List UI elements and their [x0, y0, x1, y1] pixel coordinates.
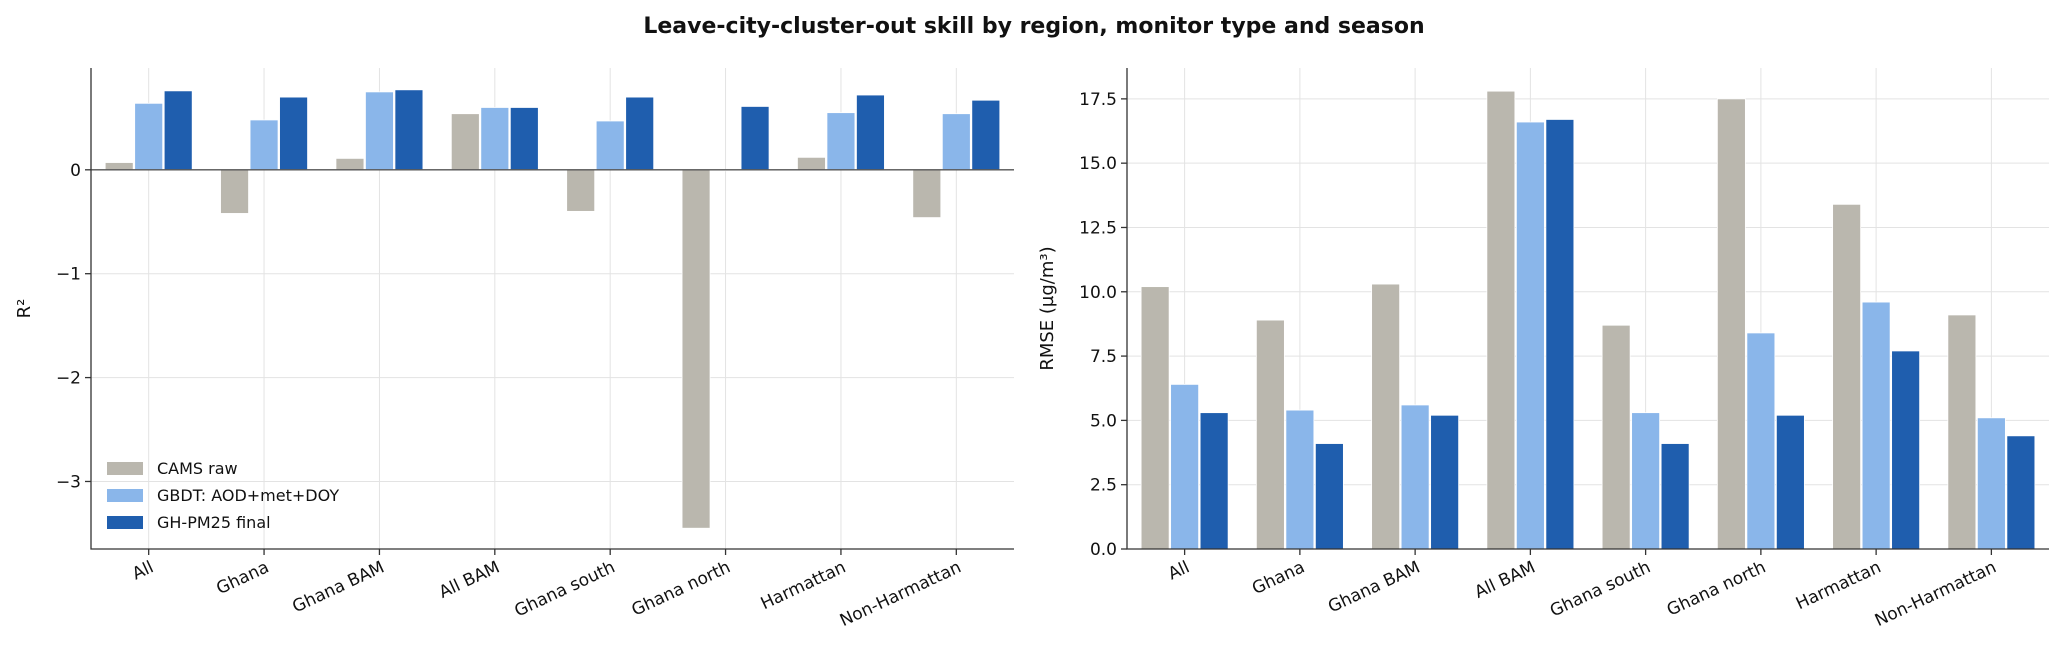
bar-cams-raw-ghana-south	[566, 169, 596, 212]
legend-swatch	[107, 489, 143, 502]
x-tick-label: All BAM	[1472, 557, 1539, 602]
x-tick-label: Ghana BAM	[289, 557, 387, 617]
x-tick-label: Harmattan	[1793, 557, 1884, 614]
bar-cams-raw-all	[104, 162, 134, 171]
y-tick-label: 0.0	[1090, 540, 1117, 560]
legend: CAMS raw GBDT: AOD+met+DOY GH-PM25 final	[107, 459, 339, 532]
bar-cams-raw-non-harmattan	[1947, 314, 1977, 550]
figure-title: Leave-city-cluster-out skill by region, …	[643, 14, 1424, 39]
y-axis-label: RMSE (µg/m³)	[1037, 246, 1058, 370]
rmse-chart-panel: 0.0 2.5 5.0 7.5 10.0 12.5 15.0 17.5 All Ghana Ghan…	[1037, 68, 2049, 631]
x-tick-label: Ghana north	[1664, 557, 1769, 620]
bar-gbdt-aod-met-doy-harmattan	[826, 112, 856, 171]
bar-gbdt-aod-met-doy-ghana-south	[595, 120, 625, 171]
bar-cams-raw-all-bam	[450, 113, 480, 171]
bar-gbdt-aod-met-doy-harmattan	[1861, 301, 1891, 550]
x-tick-label: Ghana north	[629, 557, 734, 620]
bar-cams-raw-ghana-bam	[1371, 283, 1401, 550]
bar-cams-raw-ghana-north	[1716, 98, 1746, 550]
bar-cams-raw-ghana	[220, 169, 249, 214]
y-tick-label: −1	[56, 265, 81, 285]
y-tick-label: 10.0	[1079, 283, 1117, 303]
y-tick-label: 7.5	[1090, 347, 1117, 367]
bar-gbdt-aod-met-doy-all	[1170, 383, 1200, 550]
r2-chart-panel: 0 −1 −2 −3 All Ghana Ghana BAM All BAM Ghana sou…	[14, 68, 1014, 631]
bar-gbdt-aod-met-doy-non-harmattan	[941, 113, 971, 171]
y-tick-label: 12.5	[1079, 218, 1117, 238]
x-tick-label: All BAM	[436, 557, 503, 602]
bar-cams-raw-ghana-bam	[335, 157, 365, 171]
bar-gh-pm25-final-all	[163, 90, 193, 171]
bar-gh-pm25-final-harmattan	[856, 94, 885, 171]
bar-gh-pm25-final-ghana-north	[1775, 414, 1805, 550]
bar-gh-pm25-final-ghana-south	[625, 96, 655, 171]
bar-gbdt-aod-met-doy-ghana	[1285, 409, 1315, 550]
legend-label: GH-PM25 final	[157, 513, 271, 532]
bar-gh-pm25-final-ghana	[1314, 443, 1344, 550]
x-tick-label: Ghana BAM	[1325, 557, 1423, 617]
bar-gh-pm25-final-non-harmattan	[2006, 435, 2036, 550]
x-tick-label: Ghana	[1249, 557, 1308, 599]
y-tick-label: 2.5	[1090, 476, 1117, 496]
x-tick-label: Non-Harmattan	[837, 557, 965, 631]
bar-cams-raw-ghana-south	[1601, 324, 1631, 550]
bar-cams-raw-all-bam	[1486, 90, 1516, 550]
bar-gh-pm25-final-ghana	[279, 96, 308, 171]
bar-cams-raw-ghana-north	[681, 169, 711, 529]
y-tick-label: −3	[56, 472, 81, 492]
y-tick-label: 5.0	[1090, 411, 1117, 431]
bar-gh-pm25-final-ghana-north	[740, 106, 770, 171]
bar-gh-pm25-final-non-harmattan	[971, 99, 1001, 171]
x-tick-label: All	[129, 557, 157, 584]
bar-gbdt-aod-met-doy-ghana	[249, 119, 279, 171]
y-tick-label: 17.5	[1079, 90, 1117, 110]
bar-gh-pm25-final-ghana-bam	[1430, 414, 1460, 550]
bar-gh-pm25-final-all-bam	[1545, 119, 1575, 550]
bar-cams-raw-non-harmattan	[912, 169, 942, 218]
bar-gh-pm25-final-ghana-south	[1660, 443, 1690, 550]
bar-cams-raw-ghana	[1255, 319, 1285, 550]
bar-gh-pm25-final-all-bam	[509, 107, 539, 171]
axis-spines	[90, 68, 1014, 550]
legend-swatch	[107, 462, 143, 475]
bar-cams-raw-all	[1140, 286, 1170, 550]
bar-cams-raw-harmattan	[797, 156, 826, 171]
bar-gbdt-aod-met-doy-all	[134, 102, 164, 171]
legend-swatch	[107, 516, 143, 529]
x-tick-label: Ghana	[213, 557, 272, 599]
y-tick-label: 15.0	[1079, 154, 1117, 174]
bar-gbdt-aod-met-doy-ghana-north	[1746, 332, 1776, 550]
bar-gbdt-aod-met-doy-ghana-bam	[1400, 404, 1430, 550]
x-tick-label: Harmattan	[758, 557, 849, 614]
y-tick-label: 0	[70, 161, 81, 181]
legend-label: CAMS raw	[157, 459, 238, 478]
bar-gh-pm25-final-all	[1199, 412, 1229, 550]
bar-cams-raw-harmattan	[1832, 203, 1862, 550]
x-tick-label: Non-Harmattan	[1872, 557, 2000, 631]
y-tick-label: −2	[56, 369, 81, 389]
x-tick-label: Ghana south	[512, 557, 619, 621]
bar-gh-pm25-final-harmattan	[1891, 350, 1921, 550]
x-tick-label: Ghana south	[1547, 557, 1654, 621]
legend-label: GBDT: AOD+met+DOY	[157, 486, 339, 505]
bar-gbdt-aod-met-doy-all-bam	[1515, 121, 1545, 550]
bar-gbdt-aod-met-doy-all-bam	[480, 107, 510, 171]
y-axis-label: R²	[14, 299, 35, 319]
x-tick-label: All	[1165, 557, 1193, 584]
bar-gbdt-aod-met-doy-ghana-bam	[365, 91, 394, 171]
bar-gbdt-aod-met-doy-ghana-south	[1631, 412, 1661, 550]
bar-gh-pm25-final-ghana-bam	[394, 89, 424, 171]
bar-gbdt-aod-met-doy-non-harmattan	[1976, 417, 2006, 550]
